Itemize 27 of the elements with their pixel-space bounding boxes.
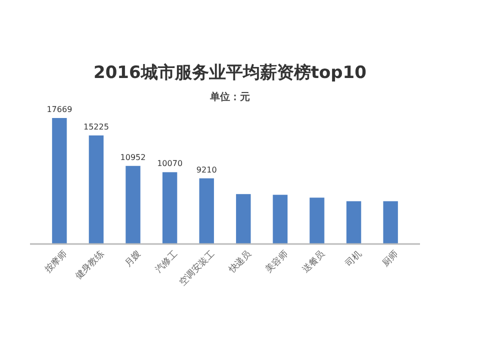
bar <box>126 166 140 244</box>
chart-subtitle: 单位：元 <box>209 91 250 103</box>
x-tick-label: 美容师 <box>263 248 290 276</box>
x-tick-label: 快递员 <box>226 248 254 276</box>
data-label: 10070 <box>157 159 183 168</box>
bar <box>199 178 214 244</box>
x-tick-label: 月嫂 <box>122 248 144 269</box>
x-tick-label: 健身教练 <box>73 248 106 282</box>
x-tick-label: 司机 <box>343 248 364 269</box>
bar <box>88 135 104 244</box>
bar <box>383 201 398 244</box>
chart-title: 2016城市服务业平均薪资榜top10 <box>94 63 367 83</box>
bar <box>162 172 178 244</box>
x-tick-label: 汽修工 <box>153 248 180 276</box>
bar <box>52 118 67 244</box>
x-tick-label: 按摩师 <box>42 248 70 276</box>
bar <box>346 201 362 244</box>
data-label: 15225 <box>84 122 109 132</box>
data-label: 17669 <box>46 105 72 114</box>
x-tick-label: 送餐员 <box>300 248 328 276</box>
data-label: 10952 <box>120 152 146 162</box>
x-tick-label: 厨师 <box>380 248 401 269</box>
bar <box>272 194 288 244</box>
bar <box>310 198 324 244</box>
x-tick-label: 空调安装工 <box>177 248 217 288</box>
data-label: 9210 <box>196 165 217 174</box>
bar <box>236 194 251 244</box>
